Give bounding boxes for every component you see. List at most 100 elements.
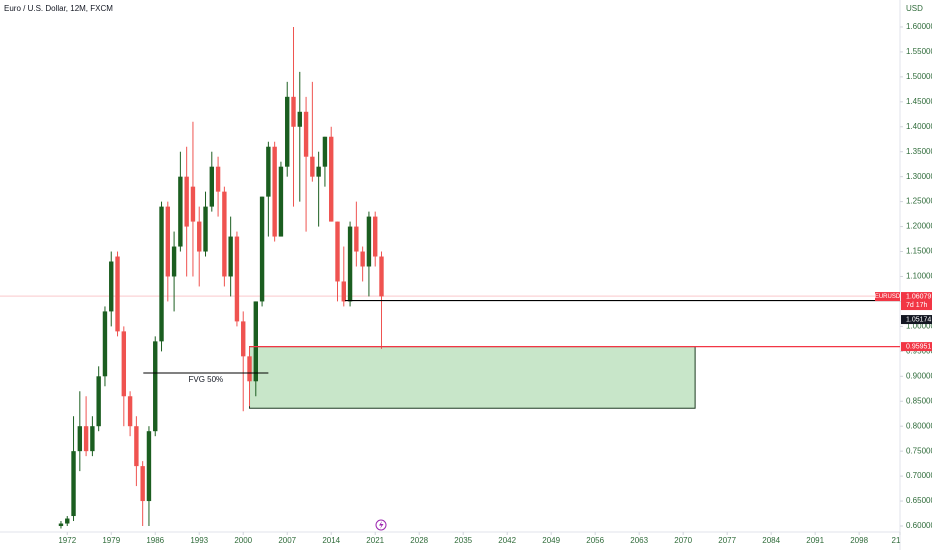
y-tick-label: 1.25000 <box>906 197 932 206</box>
candle-body <box>190 186 196 222</box>
candle-body <box>379 256 384 297</box>
x-tick-label: 2014 <box>322 536 340 545</box>
candle-body <box>366 216 372 267</box>
price-label: 1.06079 <box>906 293 931 300</box>
x-tick-label: 2028 <box>410 536 428 545</box>
y-tick-label: 1.45000 <box>906 97 932 106</box>
x-tick-label: 2063 <box>630 536 648 545</box>
candle-body <box>297 111 302 127</box>
candle-body <box>96 376 101 427</box>
candle-body <box>134 426 139 467</box>
candle-body <box>71 451 76 517</box>
y-tick-label: 1.40000 <box>906 122 932 131</box>
candle-body <box>347 226 353 302</box>
candle-body <box>127 396 133 427</box>
y-tick-label: 1.50000 <box>906 72 932 81</box>
x-tick-label: 1986 <box>146 536 164 545</box>
y-tick-label: 1.30000 <box>906 172 932 181</box>
y-tick-label: 1.35000 <box>906 147 932 156</box>
candle-body <box>322 136 328 167</box>
symbol-label: EURUSD <box>875 294 901 300</box>
candle-body <box>360 251 365 267</box>
x-tick-label: 2077 <box>718 536 736 545</box>
candle-body <box>165 206 171 277</box>
x-tick-label: 2084 <box>762 536 780 545</box>
x-tick-label: 2042 <box>498 536 516 545</box>
level-badge <box>901 315 932 325</box>
candle-body <box>153 341 158 432</box>
x-tick-label: 2091 <box>806 536 824 545</box>
candle-body <box>285 96 290 167</box>
fvg-zone <box>249 346 696 409</box>
y-tick-label: 0.90000 <box>906 371 932 380</box>
x-tick-label: 21 <box>892 536 901 545</box>
level-label: 0.95951 <box>906 343 931 350</box>
y-tick-label: 1.10000 <box>906 272 932 281</box>
fvg-label: FVG 50% <box>188 375 223 384</box>
candle-body <box>373 216 378 257</box>
x-tick-label: 2049 <box>542 536 560 545</box>
x-tick-label: 2000 <box>234 536 252 545</box>
candle-body <box>291 96 296 127</box>
candle-body <box>184 176 189 227</box>
symbol-badge <box>875 292 900 302</box>
level-badge <box>901 342 932 352</box>
candle-body <box>310 156 315 177</box>
candle-body <box>197 221 202 252</box>
candle-body <box>253 301 258 382</box>
candle-body <box>121 331 127 397</box>
candle-body <box>215 166 221 192</box>
price-badge <box>901 292 932 311</box>
candle-body <box>354 226 359 252</box>
candle-body <box>316 166 321 177</box>
candle-body <box>58 523 64 527</box>
candle-body <box>171 246 177 277</box>
candle-body <box>146 431 152 502</box>
candle-body <box>102 311 108 377</box>
x-tick-label: 2007 <box>278 536 296 545</box>
x-tick-label: 1979 <box>102 536 120 545</box>
candle-body <box>159 206 164 342</box>
candle-body <box>259 196 265 302</box>
y-tick-label: 1.20000 <box>906 222 932 231</box>
candle-body <box>65 518 70 524</box>
candle-body <box>90 426 95 452</box>
y-tick-label: 1.00000 <box>906 321 932 330</box>
chart-title: Euro / U.S. Dollar, 12M, FXCM <box>4 4 113 13</box>
candle-body <box>77 426 83 452</box>
candle-body <box>303 111 309 157</box>
candle-body <box>234 236 240 322</box>
candle-body <box>341 281 346 302</box>
countdown-label: 7d 17h <box>906 302 928 309</box>
x-tick-label: 1993 <box>190 536 208 545</box>
candle-body <box>241 321 246 357</box>
candle-body <box>329 136 334 222</box>
candle-body <box>272 146 277 237</box>
x-tick-label: 1972 <box>58 536 76 545</box>
candle-body <box>228 236 233 277</box>
x-tick-label: 2098 <box>850 536 868 545</box>
y-tick-label: 1.15000 <box>906 247 932 256</box>
candle-body <box>178 176 183 247</box>
candle-body <box>109 261 114 312</box>
candle-body <box>115 256 120 332</box>
candle-body <box>278 166 284 237</box>
x-tick-label: 2056 <box>586 536 604 545</box>
x-tick-label: 2035 <box>454 536 472 545</box>
candle-body <box>222 191 227 277</box>
candle-body <box>140 466 145 502</box>
y-axis-label: USD <box>906 4 923 13</box>
event-icon-bolt <box>379 521 384 529</box>
candle-body <box>247 356 252 382</box>
candle-body <box>209 166 215 207</box>
x-tick-label: 2021 <box>366 536 384 545</box>
x-tick-label: 2070 <box>674 536 692 545</box>
